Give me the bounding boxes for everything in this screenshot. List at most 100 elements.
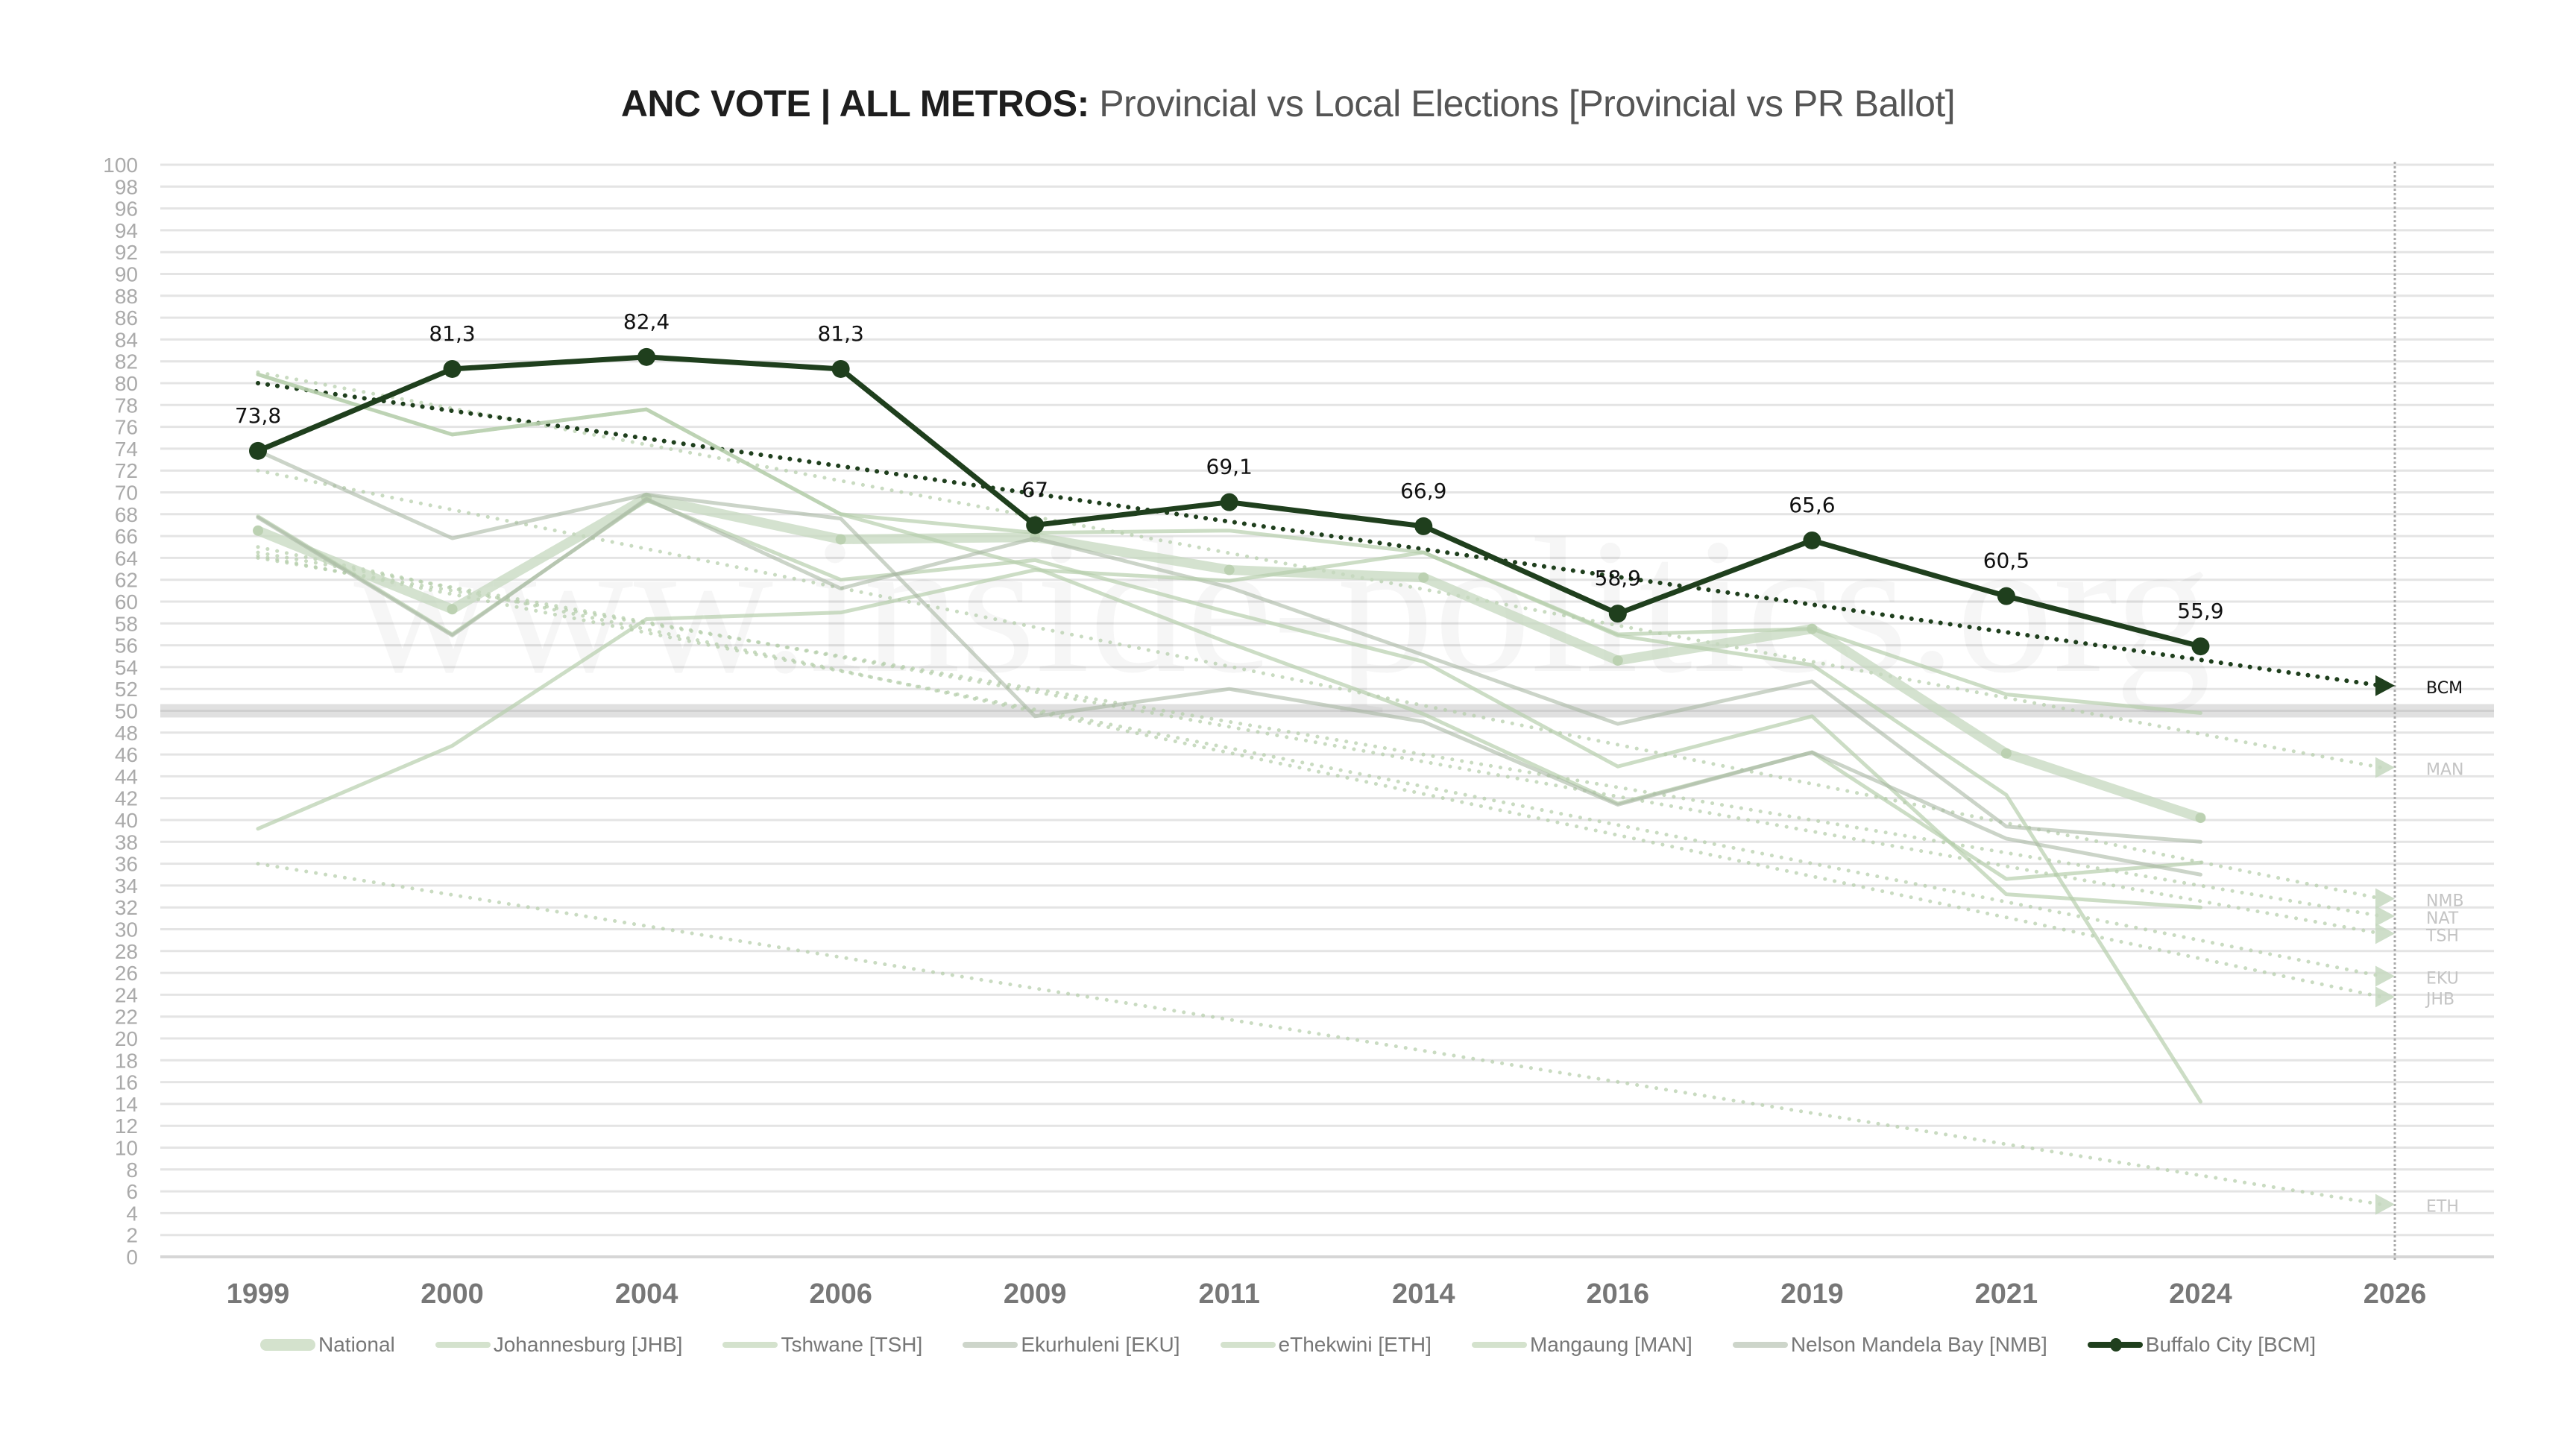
end-label-nat: NAT — [2426, 909, 2459, 928]
trend-arrow-eth — [2375, 1193, 2395, 1215]
legend-item-man: Mangaung [MAN] — [1471, 1333, 1692, 1357]
data-labels: 73,8 81,3 82,4 81,3 67 69,1 66,9 58,9 65,6 60,5 55… — [235, 309, 2224, 623]
y-tick-label: 58 — [115, 612, 138, 635]
legend-item-eku: Ekurhuleni [EKU] — [963, 1333, 1180, 1357]
series-line-nmb — [256, 449, 2202, 877]
legend-swatch — [1732, 1342, 1788, 1348]
x-tick-label: 2016 — [1587, 1278, 1650, 1310]
end-label-man: MAN — [2426, 761, 2464, 780]
data-label-bcm: 81,3 — [429, 321, 475, 346]
legend-label: Buffalo City [BCM] — [2145, 1333, 2316, 1356]
chart-title: ANC VOTE | ALL METROS: Provincial vs Loc… — [0, 82, 2576, 125]
x-tick-label: 2000 — [421, 1278, 484, 1310]
y-tick-label: 78 — [115, 394, 138, 417]
legend-swatch — [722, 1342, 778, 1348]
y-tick-label: 24 — [115, 983, 138, 1006]
data-point-bcm — [1997, 587, 2015, 605]
y-tick-label: 82 — [115, 350, 138, 373]
y-tick-label: 86 — [115, 306, 138, 329]
legend-item-nmb: Nelson Mandela Bay [NMB] — [1732, 1333, 2047, 1357]
y-tick-label: 4 — [126, 1202, 138, 1225]
series-line-eku — [256, 496, 2202, 844]
y-tick-label: 98 — [115, 175, 138, 198]
series-line-man — [256, 372, 2202, 715]
trend-arrow-eku — [2375, 965, 2395, 987]
series-line-eth — [256, 550, 2202, 1104]
y-tick-label: 90 — [115, 263, 138, 286]
data-label-bcm: 55,9 — [2177, 599, 2223, 623]
legend-item-tsh: Tshwane [TSH] — [722, 1333, 922, 1357]
trend-line-man — [256, 370, 2384, 770]
y-tick-label: 22 — [115, 1006, 138, 1029]
data-point-bcm — [2191, 637, 2210, 656]
y-tick-label: 66 — [115, 525, 138, 548]
data-point-nat — [253, 525, 263, 536]
data-point-bcm — [1803, 531, 1821, 549]
x-axis-ticks: 1999 2000 2004 2006 2009 2011 2014 2016 2019 2021… — [227, 1278, 2427, 1310]
y-tick-label: 38 — [115, 830, 138, 854]
legend-swatch — [963, 1342, 1018, 1348]
legend-label: Mangaung [MAN] — [1529, 1333, 1692, 1356]
x-tick-label: 1999 — [227, 1278, 290, 1310]
y-tick-label: 60 — [115, 590, 138, 614]
y-tick-label: 46 — [115, 743, 138, 766]
x-tick-label: 2004 — [615, 1278, 678, 1310]
y-tick-label: 42 — [115, 787, 138, 810]
data-label-bcm: 65,6 — [1789, 493, 1835, 517]
x-tick-label: 2021 — [1975, 1278, 2038, 1310]
data-label-bcm: 60,5 — [1983, 549, 2029, 573]
series-lines — [249, 347, 2210, 1104]
x-tick-label: 2026 — [2364, 1278, 2427, 1310]
legend-swatch — [435, 1342, 491, 1348]
trend-line-eth — [256, 862, 2384, 1207]
y-tick-label: 64 — [115, 546, 138, 570]
data-point-bcm — [831, 359, 850, 378]
trend-line-jhb — [256, 545, 2384, 999]
data-label-bcm: 82,4 — [623, 309, 670, 334]
y-tick-label: 80 — [115, 372, 138, 395]
y-tick-label: 96 — [115, 198, 138, 221]
x-tick-label: 2009 — [1004, 1278, 1067, 1310]
y-tick-label: 56 — [115, 634, 138, 657]
data-label-bcm: 81,3 — [817, 321, 863, 346]
data-label-bcm: 73,8 — [235, 403, 281, 428]
y-tick-label: 52 — [115, 678, 138, 701]
y-tick-label: 0 — [126, 1246, 138, 1269]
data-label-bcm: 58,9 — [1595, 566, 1641, 590]
legend-swatch — [2087, 1338, 2143, 1352]
x-tick-label: 2019 — [1780, 1278, 1844, 1310]
data-point-nat — [835, 534, 846, 545]
y-tick-label: 20 — [115, 1027, 138, 1050]
y-tick-label: 18 — [115, 1049, 138, 1072]
trend-arrow-bcm — [2375, 675, 2395, 696]
y-tick-label: 44 — [115, 765, 138, 788]
data-point-nat — [1418, 572, 1429, 583]
y-tick-label: 6 — [126, 1180, 138, 1203]
data-point-nat — [1224, 564, 1235, 575]
legend-label: Nelson Mandela Bay [NMB] — [1790, 1333, 2047, 1356]
y-tick-label: 28 — [115, 940, 138, 963]
data-point-nat — [2195, 813, 2206, 824]
y-tick-label: 36 — [115, 853, 138, 876]
chart-title-rest: Provincial vs Local Elections [Provincia… — [1089, 83, 1956, 124]
trend-line-tsh — [256, 550, 2384, 936]
data-point-bcm — [1220, 493, 1238, 511]
data-label-bcm: 66,9 — [1400, 479, 1446, 503]
x-tick-label: 2011 — [1199, 1278, 1260, 1310]
trend-line-bcm — [256, 381, 2384, 688]
trend-line-eku — [256, 553, 2384, 978]
y-tick-label: 88 — [115, 285, 138, 308]
legend-swatch — [1471, 1342, 1527, 1348]
data-label-bcm: 69,1 — [1206, 455, 1253, 479]
trend-arrow-nmb — [2375, 888, 2395, 909]
y-tick-label: 16 — [115, 1071, 138, 1094]
y-tick-label: 62 — [115, 569, 138, 592]
trend-lines — [256, 370, 2384, 1207]
y-tick-label: 10 — [115, 1137, 138, 1160]
y-tick-label: 74 — [115, 438, 138, 461]
end-label-jhb: JHB — [2425, 990, 2454, 1009]
y-tick-label: 94 — [115, 219, 138, 242]
data-point-bcm — [443, 359, 462, 378]
data-point-bcm — [249, 441, 267, 460]
